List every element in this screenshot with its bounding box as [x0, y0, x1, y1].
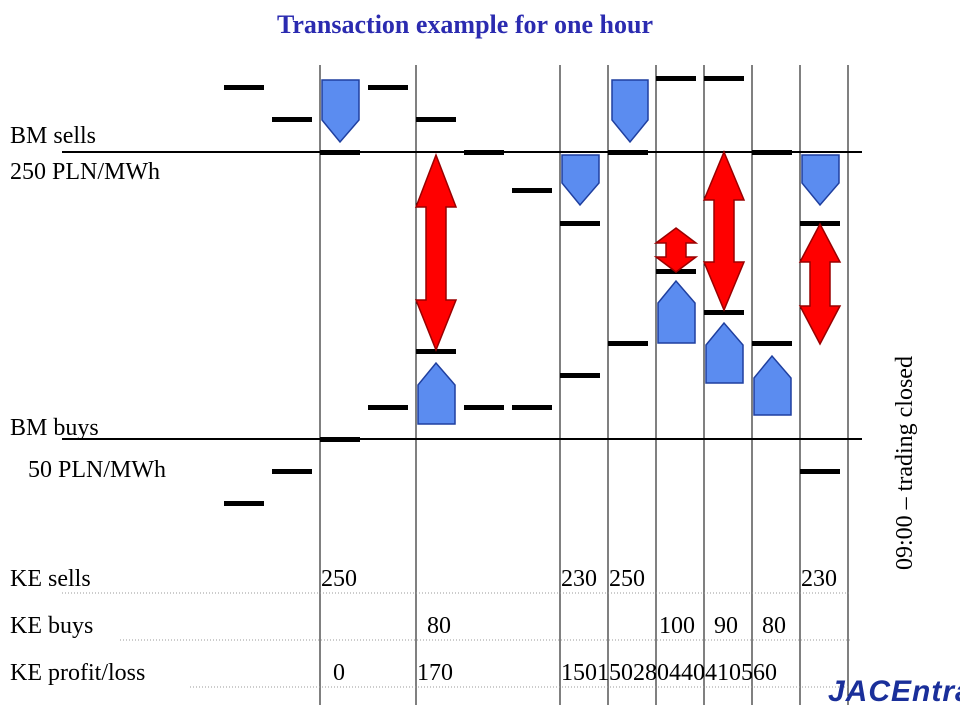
- price-dash: [512, 188, 552, 193]
- price-dash: [800, 469, 840, 474]
- ke-buys-value: 100: [659, 613, 695, 639]
- sell-pentagon: [321, 79, 360, 144]
- page-title: Transaction example for one hour: [276, 10, 654, 39]
- price-dash: [704, 76, 744, 81]
- price-dash: [608, 150, 648, 155]
- profit-double-arrow: [798, 222, 842, 346]
- buy-pentagon: [753, 354, 792, 416]
- price-dash: [752, 341, 792, 346]
- jacentra-logo: JACEntra: [828, 675, 960, 708]
- ke-profit-value: 560: [741, 660, 777, 686]
- ke-profit-value: 280: [633, 660, 669, 686]
- ke-sells-value: 230: [561, 566, 597, 592]
- price-dash: [272, 117, 312, 122]
- buy-pentagon: [657, 279, 696, 344]
- sell-pentagon: [801, 154, 840, 207]
- ke-profit-value: 150: [561, 660, 597, 686]
- ke-sells-value: 250: [609, 566, 645, 592]
- bm-sells-price: 250 PLN/MWh: [10, 159, 160, 185]
- price-dash: [272, 469, 312, 474]
- price-dash: [560, 221, 600, 226]
- price-dash: [416, 117, 456, 122]
- ke-sells-value: 250: [321, 566, 357, 592]
- ke-profit-loss-label: KE profit/loss: [10, 660, 146, 686]
- bm-sells-label: BM sells: [10, 123, 97, 149]
- ke-buys-value: 80: [427, 613, 451, 639]
- trading-closed-label: 09:00 – trading closed: [892, 356, 918, 570]
- price-dash: [320, 150, 360, 155]
- buy-pentagon: [705, 321, 744, 384]
- price-dash: [608, 341, 648, 346]
- price-dash: [560, 373, 600, 378]
- ke-profit-value: 170: [417, 660, 453, 686]
- profit-double-arrow: [414, 152, 458, 353]
- ke-buys-label: KE buys: [10, 613, 94, 639]
- price-dash: [752, 150, 792, 155]
- sell-pentagon: [561, 154, 600, 207]
- price-dash: [512, 405, 552, 410]
- buy-pentagon: [417, 361, 456, 425]
- price-dash: [704, 310, 744, 315]
- bm-buys-price: 50 PLN/MWh: [28, 457, 166, 483]
- profit-double-arrow: [653, 227, 699, 273]
- ke-profit-value: 150: [597, 660, 633, 686]
- profit-double-arrow: [702, 150, 746, 312]
- ke-profit-value: 0: [333, 660, 345, 686]
- ke-buys-value: 80: [762, 613, 786, 639]
- price-dash: [464, 150, 504, 155]
- ke-sells-label: KE sells: [10, 566, 91, 592]
- price-dash: [320, 437, 360, 442]
- price-dash: [368, 85, 408, 90]
- ke-profit-value: 410: [705, 660, 741, 686]
- sell-pentagon: [611, 79, 649, 144]
- bm-buys-label: BM buys: [10, 415, 99, 441]
- price-dash: [464, 405, 504, 410]
- price-dash: [368, 405, 408, 410]
- price-dash: [224, 85, 264, 90]
- ke-buys-value: 90: [714, 613, 738, 639]
- price-dash: [224, 501, 264, 506]
- ke-profit-value: 440: [669, 660, 705, 686]
- price-dash: [656, 76, 696, 81]
- ke-sells-value: 230: [801, 566, 837, 592]
